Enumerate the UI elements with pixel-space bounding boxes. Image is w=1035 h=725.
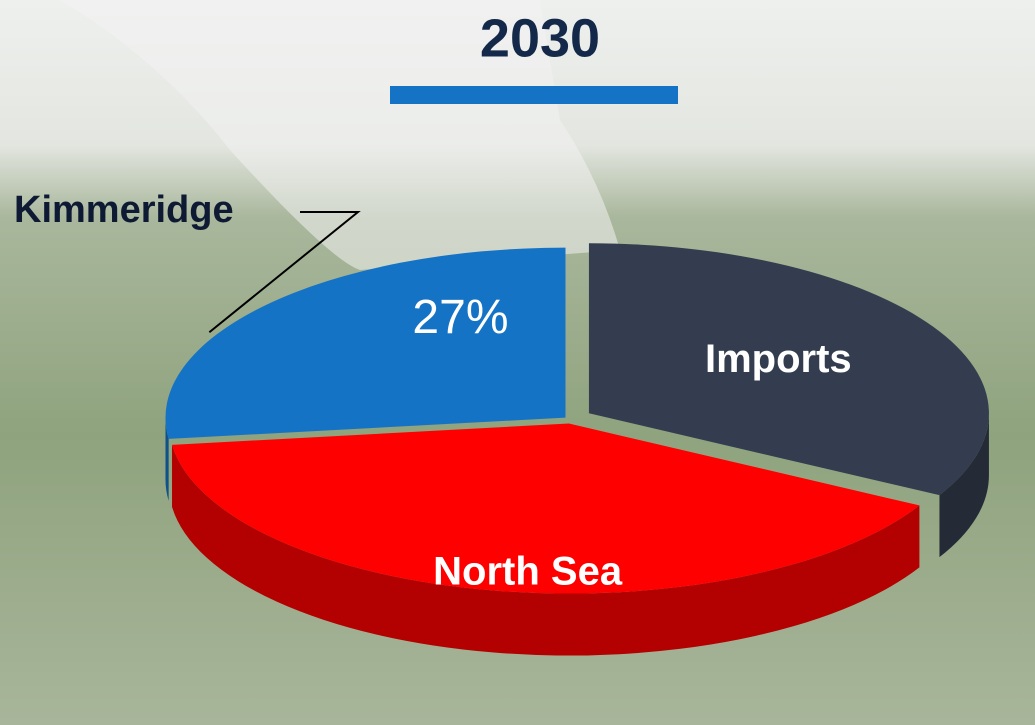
value-label: 27% (412, 291, 508, 344)
pie-slice (588, 243, 989, 496)
pie-slice (165, 247, 566, 439)
pie-side (172, 444, 920, 656)
pie-slice (172, 423, 920, 594)
chart-title: 2030 (480, 8, 600, 68)
map-silhouette (60, 0, 620, 270)
category-label: North Sea (433, 549, 623, 593)
pie-side (939, 413, 989, 558)
category-label: Imports (705, 337, 852, 381)
pie-side (165, 417, 169, 501)
title-underline (390, 86, 678, 104)
leader-line (208, 211, 361, 334)
category-label: Kimmeridge (14, 189, 234, 231)
